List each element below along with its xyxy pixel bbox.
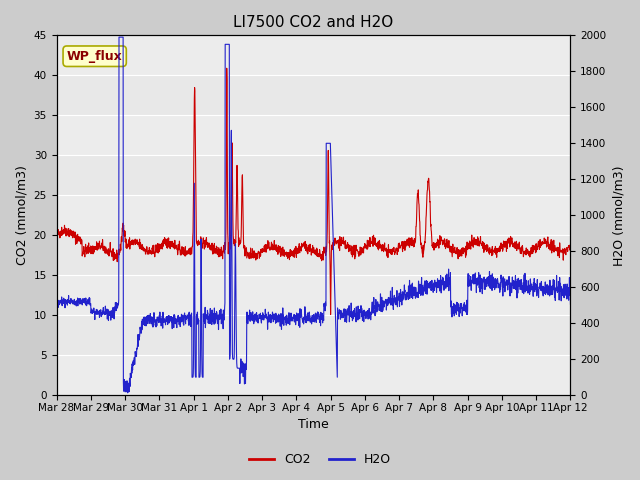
Bar [56, 115, 570, 156]
Text: WP_flux: WP_flux [67, 50, 122, 63]
Bar [56, 36, 570, 75]
Bar [56, 275, 570, 315]
Title: LI7500 CO2 and H2O: LI7500 CO2 and H2O [234, 15, 394, 30]
Y-axis label: H2O (mmol/m3): H2O (mmol/m3) [612, 165, 625, 265]
Bar [56, 195, 570, 235]
Bar [56, 355, 570, 395]
Legend: CO2, H2O: CO2, H2O [244, 448, 396, 471]
Y-axis label: CO2 (mmol/m3): CO2 (mmol/m3) [15, 165, 28, 265]
X-axis label: Time: Time [298, 419, 329, 432]
